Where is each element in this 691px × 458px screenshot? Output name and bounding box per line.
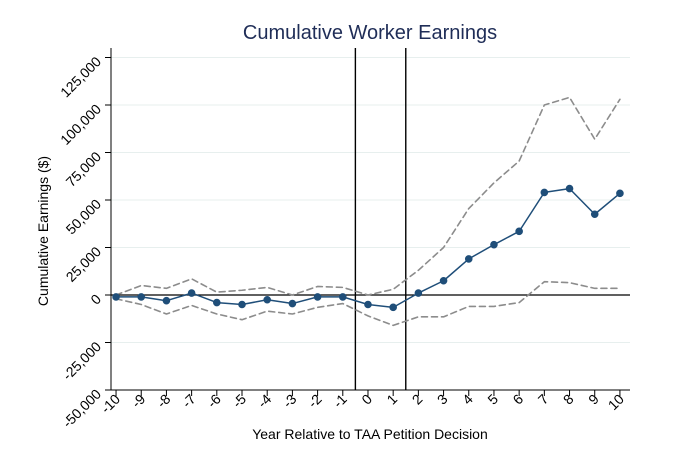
y-axis-label: Cumulative Earnings ($) xyxy=(35,156,51,306)
series-points xyxy=(112,184,624,312)
data-point xyxy=(238,300,246,309)
data-point xyxy=(288,299,297,308)
data-point xyxy=(338,293,347,301)
data-point xyxy=(187,289,196,297)
data-point xyxy=(313,293,322,301)
axes xyxy=(105,48,630,396)
data-point xyxy=(616,189,624,198)
x-axis-label: Year Relative to TAA Petition Decision xyxy=(252,426,488,442)
data-point xyxy=(162,296,171,305)
data-point xyxy=(540,188,549,197)
chart-title: Cumulative Worker Earnings xyxy=(243,22,497,44)
data-point xyxy=(263,295,272,304)
data-point xyxy=(213,298,221,307)
data-point xyxy=(389,303,397,312)
data-point xyxy=(464,255,473,263)
data-point xyxy=(515,227,523,236)
data-point xyxy=(590,210,599,219)
data-point xyxy=(565,184,574,193)
data-point xyxy=(414,289,423,297)
data-point xyxy=(439,276,448,285)
upper-confidence-line xyxy=(115,96,621,296)
data-point xyxy=(364,300,372,309)
lower-confidence-line xyxy=(115,280,621,327)
data-point xyxy=(137,293,146,301)
data-point xyxy=(490,240,498,249)
data-point xyxy=(112,293,120,301)
